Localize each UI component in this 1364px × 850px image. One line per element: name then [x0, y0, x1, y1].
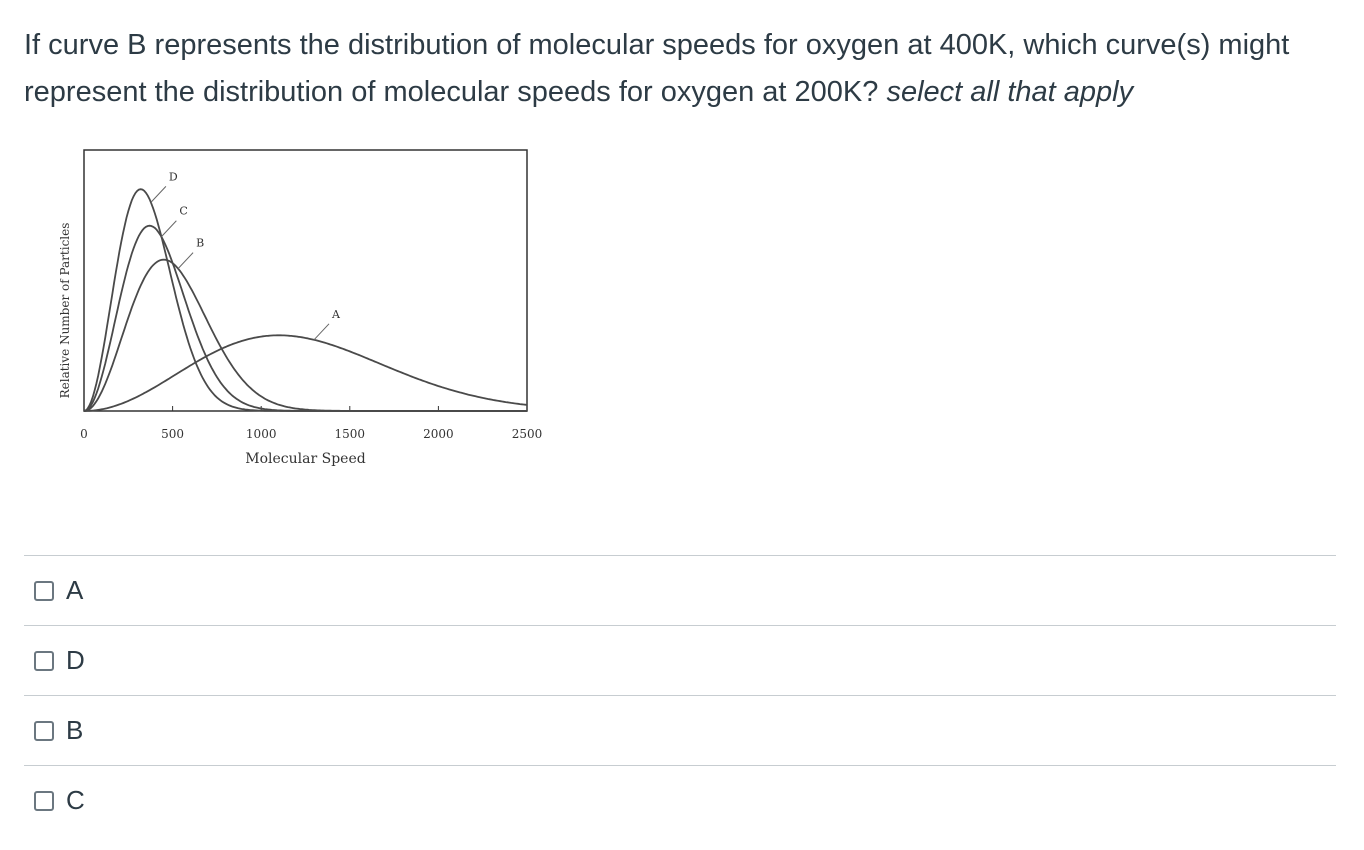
answer-option-b[interactable]: B	[24, 695, 1336, 765]
answer-option-c[interactable]: C	[24, 765, 1336, 835]
checkbox-d[interactable]	[34, 650, 54, 671]
curve-d-leader	[150, 186, 167, 203]
x-tick-label: 1000	[246, 427, 277, 441]
curve-b	[83, 258, 527, 412]
answer-label-a: A	[66, 575, 84, 605]
x-tick-label: 0	[80, 427, 88, 441]
curve-a	[84, 334, 528, 412]
y-axis-label: Relative Number of Particles	[58, 223, 72, 399]
question-text: If curve B represents the distribution o…	[24, 22, 1344, 116]
checkbox-a[interactable]	[34, 580, 54, 601]
checkbox-c[interactable]	[34, 790, 54, 811]
plot-frame	[83, 149, 528, 412]
answer-option-d[interactable]: D	[24, 625, 1336, 695]
answer-label-b: B	[66, 715, 84, 745]
curve-b-leader	[177, 252, 194, 269]
curve-c-label: C	[179, 205, 187, 218]
answer-label-d: D	[66, 645, 85, 675]
x-tick-label: 2500	[512, 427, 543, 441]
answer-option-a[interactable]: A	[24, 555, 1336, 625]
x-tick-label: 2000	[423, 427, 454, 441]
curve-c-leader	[161, 220, 177, 238]
speed-distribution-chart: 0 500 1000 1500 2000 2500 Molecular Speed Relat…	[44, 138, 564, 478]
curve-d	[83, 188, 527, 412]
curve-d-label: D	[169, 170, 178, 183]
curve-a-label: A	[331, 308, 341, 321]
question-body: If curve B represents the distribution o…	[24, 29, 1290, 108]
curve-b-label: B	[196, 237, 204, 250]
x-tick-label: 500	[161, 427, 184, 441]
answer-label-c: C	[66, 785, 85, 815]
x-tick-label: 1500	[335, 427, 366, 441]
question-hint: select all that apply	[886, 76, 1134, 108]
x-axis-label: Molecular Speed	[245, 451, 365, 467]
checkbox-b[interactable]	[34, 720, 54, 741]
chart-svg: 0 500 1000 1500 2000 2500 Molecular Speed Relat…	[58, 149, 543, 467]
curve-a-leader	[313, 323, 330, 341]
answer-list: A D B C	[24, 555, 1336, 835]
curve-c	[83, 224, 527, 412]
